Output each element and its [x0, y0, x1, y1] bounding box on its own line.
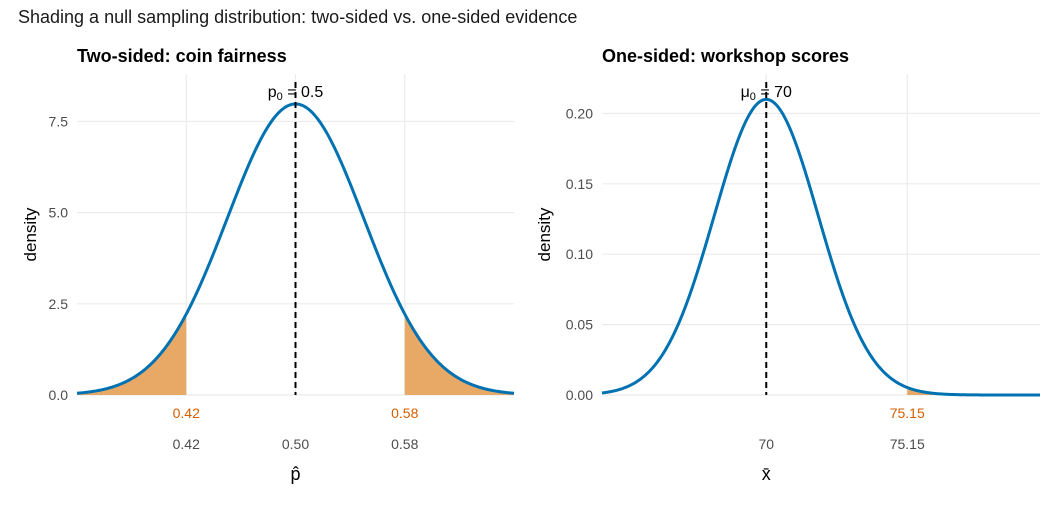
y-axis-label: density	[535, 207, 554, 261]
figure-title: Shading a null sampling distribution: tw…	[18, 7, 578, 27]
y-tick-label: 2.5	[49, 296, 69, 312]
x-axis-label: x̄	[762, 464, 771, 484]
y-tick-label: 0.15	[566, 176, 593, 192]
y-tick-label: 0.0	[49, 387, 69, 403]
tail-cutoff-label: 0.42	[173, 405, 200, 421]
panel-2: μ0 = 70 75.15 70 75.15 0.00 0.05 0.10 0.15 0.20 O…	[535, 46, 1040, 484]
panel-title: One-sided: workshop scores	[602, 46, 849, 66]
tail-cutoff-label: 75.15	[890, 405, 925, 421]
y-tick-label: 0.20	[566, 105, 593, 121]
shaded-tail	[77, 314, 187, 395]
y-tick-label: 5.0	[49, 205, 69, 221]
x-tick-label: 70	[758, 436, 774, 452]
shaded-tail	[907, 387, 1040, 395]
x-axis-label: p̂	[290, 464, 300, 484]
panel-title: Two-sided: coin fairness	[77, 46, 287, 66]
tail-cutoff-label: 0.58	[391, 405, 418, 421]
y-tick-label: 7.5	[49, 113, 69, 129]
x-tick-label: 0.58	[391, 436, 418, 452]
x-tick-label: 0.42	[173, 436, 200, 452]
null-reference-label: μ0 = 70	[741, 84, 792, 103]
density-curve	[601, 97, 1040, 397]
x-tick-label: 75.15	[890, 436, 925, 452]
y-tick-label: 0.05	[566, 317, 593, 333]
x-tick-label: 0.50	[282, 436, 309, 452]
panel-1: p0 = 0.5 0.42 0.58 0.42 0.50 0.58 0.0 2.5 5.0 7.5…	[21, 46, 515, 484]
y-axis-label: density	[21, 207, 40, 261]
y-tick-label: 0.00	[566, 387, 593, 403]
null-reference-label: p0 = 0.5	[268, 84, 324, 103]
shaded-tail	[404, 314, 514, 395]
y-tick-label: 0.10	[566, 246, 593, 262]
